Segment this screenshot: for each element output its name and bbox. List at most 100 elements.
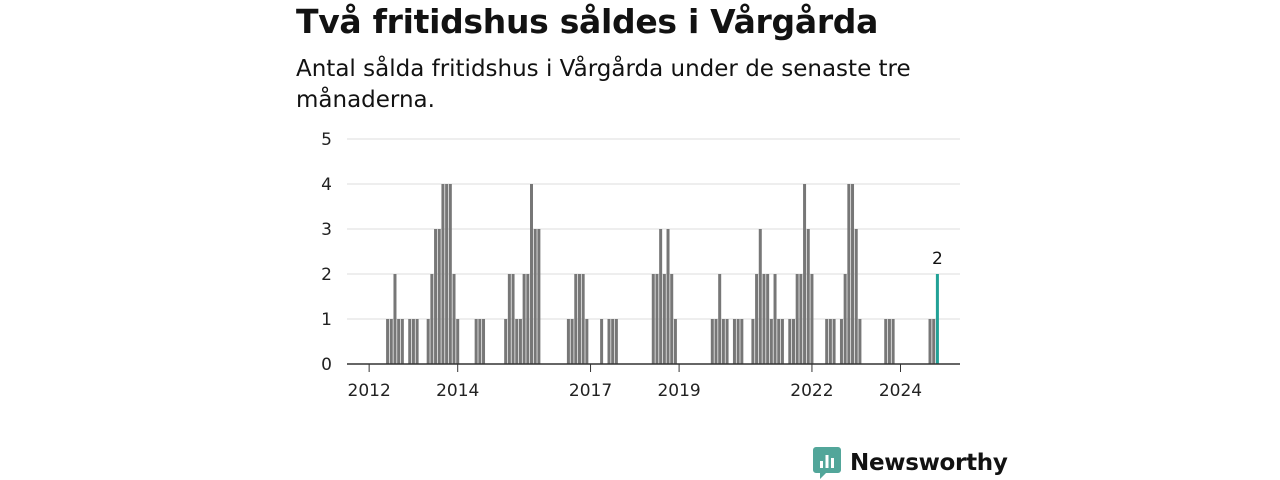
axes [347,363,960,372]
bar [445,184,449,364]
newsworthy-logo: Newsworthy [813,446,1008,480]
bar [828,319,832,364]
bar [400,319,404,364]
bar [736,319,740,364]
bar [415,319,419,364]
bar [788,319,792,364]
bar [751,319,755,364]
newsworthy-logo-icon [813,447,841,479]
bar [732,319,736,364]
bar [791,319,795,364]
bar [847,184,851,364]
bar [574,274,578,364]
bar [397,319,401,364]
bar [810,274,814,364]
x-tick-label: 2014 [436,381,479,401]
bar [522,274,526,364]
bar [426,319,430,364]
bar [651,274,655,364]
y-tick-label: 0 [321,355,332,375]
bar [526,274,530,364]
bar [611,319,615,364]
x-tick-label: 2019 [657,381,700,401]
bar [777,319,781,364]
bar [614,319,618,364]
bar [799,274,803,364]
bar [714,319,718,364]
bar [478,319,482,364]
bar [515,319,519,364]
bar [806,229,810,364]
brand-name: Newsworthy [850,450,1008,476]
bar [437,229,441,364]
bar [858,319,862,364]
bar [482,319,486,364]
chart-title: Två fritidshus såldes i Vårgårda [296,2,879,41]
bar [928,319,932,364]
bar [507,274,511,364]
x-tick-label: 2012 [348,381,391,401]
bar [758,229,762,364]
bar [434,229,438,364]
bar [430,274,434,364]
bar [725,319,729,364]
bar [891,319,895,364]
x-tick-label: 2022 [790,381,833,401]
bar [393,274,397,364]
bar [607,319,611,364]
labels: 0 1 2 3 4 5 2012 2014 2017 2019 2022 2024 2 [321,130,943,401]
bar [655,274,659,364]
bar [600,319,604,364]
bar [887,319,891,364]
bar [851,184,855,364]
x-tick-label: 2024 [879,381,922,401]
bar [839,319,843,364]
bar [585,319,589,364]
bar [780,319,784,364]
y-tick-label: 3 [321,220,332,240]
bars [386,184,939,364]
bar [659,229,663,364]
bar [577,274,581,364]
bar [762,274,766,364]
x-tick-label: 2017 [569,381,612,401]
y-tick-label: 4 [321,175,332,195]
bar [670,274,674,364]
bar [769,319,773,364]
bar [662,274,666,364]
bar [721,319,725,364]
bar [932,319,936,364]
bar [718,274,722,364]
bar [773,274,777,364]
bar [530,184,533,364]
bar [511,274,515,364]
bar [766,274,770,364]
bar [884,319,888,364]
bar [666,229,670,364]
bar [854,229,858,364]
bar [832,319,836,364]
bar [755,274,759,364]
bar [389,319,393,364]
bar [408,319,412,364]
data-label: 2 [932,249,943,269]
bar [581,274,585,364]
y-tick-label: 1 [321,310,332,330]
bar [570,319,574,364]
y-tick-label: 2 [321,265,332,285]
bar [504,319,508,364]
bar [825,319,829,364]
bar-highlight [935,274,939,364]
bar [452,274,456,364]
bar [448,184,452,364]
bar [803,184,807,364]
bar [456,319,460,364]
bar [518,319,522,364]
bar [533,229,537,364]
bar [537,229,541,364]
bar-chart: 0 1 2 3 4 5 2012 2014 2017 2019 2022 2024 2 [321,130,960,401]
chart-subtitle: Antal sålda fritidshus i Vårgårda under … [296,56,911,113]
bar [386,319,390,364]
bar [474,319,478,364]
bar [441,184,445,364]
